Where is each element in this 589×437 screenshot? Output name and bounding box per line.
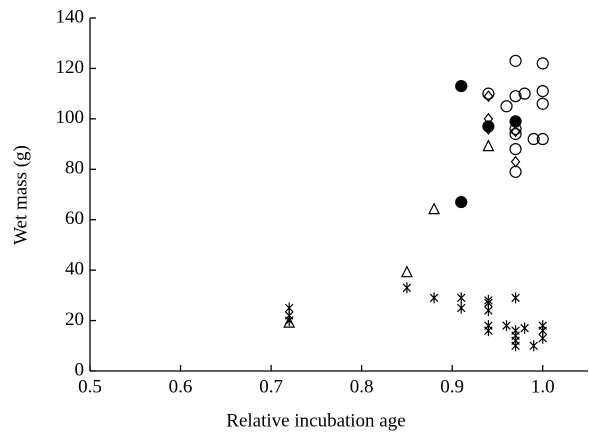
point: [518, 87, 531, 100]
point: [538, 332, 548, 344]
point: [509, 143, 522, 156]
point: [502, 320, 511, 332]
y-tick-label: 60: [65, 208, 84, 229]
point: [402, 282, 412, 294]
x-tick-label: 0.9: [440, 376, 464, 397]
point: [500, 100, 513, 113]
point: [484, 304, 493, 316]
point: [484, 325, 493, 337]
x-tick-label: 0.5: [78, 376, 102, 397]
point: [428, 202, 441, 215]
point: [429, 292, 439, 304]
point: [400, 265, 413, 278]
point: [536, 57, 549, 70]
x-tick-label: 0.7: [259, 376, 283, 397]
point: [482, 139, 495, 152]
y-tick-label: 40: [65, 259, 84, 280]
point: [283, 315, 296, 328]
point: [511, 340, 520, 352]
point: [520, 322, 529, 334]
point: [536, 97, 549, 110]
y-axis-label: Wet mass (g): [10, 145, 31, 245]
point: [509, 127, 522, 141]
point: [284, 315, 294, 327]
point: [483, 90, 494, 103]
point: [456, 292, 466, 304]
point: [482, 87, 495, 100]
x-tick-label: 0.8: [350, 376, 374, 397]
y-tick-label: 100: [56, 107, 85, 128]
y-tick-label: 0: [75, 359, 85, 380]
y-tick-label: 80: [65, 158, 84, 179]
point: [455, 195, 468, 209]
x-tick-label: 0.6: [169, 376, 193, 397]
point: [510, 155, 521, 168]
point: [456, 302, 466, 314]
y-tick-label: 120: [56, 57, 85, 78]
point: [536, 85, 549, 98]
point: [509, 115, 522, 128]
point: [455, 79, 468, 93]
y-tick-label: 140: [56, 6, 85, 27]
y-tick-label: 20: [65, 309, 84, 330]
point: [483, 122, 494, 135]
point: [511, 292, 520, 304]
x-axis-label: Relative incubation age: [226, 410, 405, 431]
point: [509, 54, 522, 67]
point: [510, 125, 521, 138]
point: [509, 165, 522, 178]
point: [536, 132, 549, 146]
x-tick-label: 1.0: [531, 376, 555, 397]
point: [509, 90, 522, 103]
point: [482, 120, 495, 133]
point: [527, 132, 540, 146]
point: [529, 340, 538, 352]
